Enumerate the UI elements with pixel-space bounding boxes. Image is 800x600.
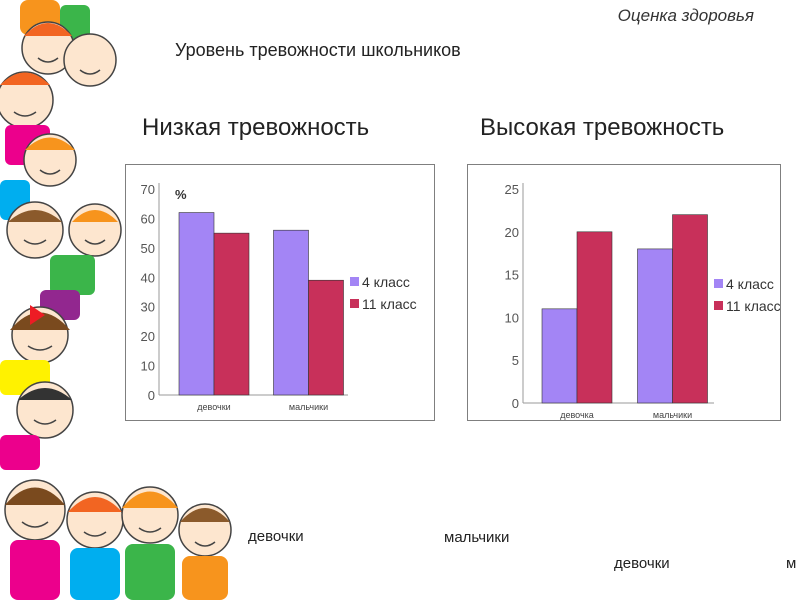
y-tick-label: 25 [505, 182, 519, 197]
bar-grade4-boys [273, 229, 309, 396]
legend-label: 4 класс [362, 274, 410, 290]
low-anxiety-chart-svg: 0 10 20 30 40 50 60 70 % девочки мальчики 4 класс 11… [141, 182, 417, 412]
category-label: мальчики [289, 402, 328, 412]
y-tick-label: 0 [512, 396, 519, 411]
bar-grade4-girls [178, 212, 215, 396]
unit-label: % [175, 187, 187, 202]
high-anxiety-chart: 0 5 10 15 20 25 девочка мальчики 4 класс 11 класс [467, 164, 781, 421]
kids-left-illustration [0, 0, 122, 470]
high-anxiety-heading: Высокая тревожность [480, 114, 725, 141]
y-tick-label: 10 [141, 359, 155, 374]
y-tick-label: 15 [505, 268, 519, 283]
low-anxiety-heading: Низкая тревожность [142, 114, 370, 141]
bottom-label-boys-1: мальчики [444, 529, 510, 546]
section-title: Оценка здоровья [617, 6, 754, 25]
high-anxiety-chart-svg: 0 5 10 15 20 25 девочка мальчики 4 класс 11 класс [505, 182, 780, 420]
y-tick-label: 20 [505, 225, 519, 240]
bar-grade11-boys [308, 279, 344, 396]
category-label: девочки [197, 402, 230, 412]
legend-swatch [350, 299, 359, 308]
legend-label: 11 класс [362, 296, 417, 312]
bar-grade11-boys [672, 214, 708, 404]
legend-label: 4 класс [726, 276, 774, 292]
category-label: девочка [560, 410, 594, 420]
bottom-label-boys-2: м [786, 555, 797, 572]
y-tick-label: 60 [141, 211, 155, 226]
bottom-label-girls-1: девочки [248, 528, 304, 545]
category-label: мальчики [653, 410, 692, 420]
legend-swatch [714, 279, 723, 288]
slide-title: Уровень тревожности школьников [175, 40, 461, 60]
bottom-label-girls-2: девочки [614, 555, 670, 572]
y-tick-label: 0 [148, 388, 155, 403]
y-tick-label: 20 [141, 329, 155, 344]
y-tick-label: 70 [141, 182, 155, 197]
y-tick-label: 30 [141, 300, 155, 315]
bar-grade11-girls [213, 232, 250, 396]
bar-grade4-boys [637, 248, 673, 404]
y-tick-label: 50 [141, 241, 155, 256]
legend-swatch [350, 277, 359, 286]
bar-grade11-girls [576, 231, 613, 404]
bar-grade4-girls [541, 308, 578, 404]
legend-label: 11 класс [726, 298, 780, 314]
y-tick-label: 10 [505, 310, 519, 325]
legend-swatch [714, 301, 723, 310]
y-tick-label: 5 [512, 353, 519, 368]
kids-bottom-illustration [4, 479, 232, 600]
low-anxiety-chart: 0 10 20 30 40 50 60 70% девочки мальчики 4 класс 11… [125, 164, 435, 421]
y-tick-label: 40 [141, 270, 155, 285]
